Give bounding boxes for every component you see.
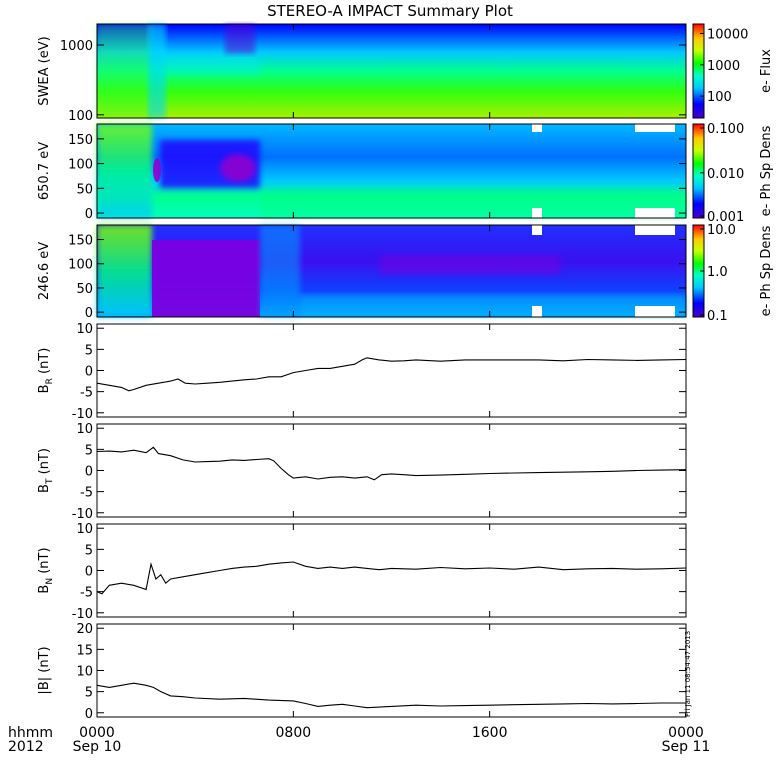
y-tick-label: 1000 xyxy=(60,39,93,54)
x-tick-label: 0000 xyxy=(668,725,704,741)
series-line xyxy=(96,561,687,595)
colorbar-tick-label: 100 xyxy=(707,90,732,105)
y-axis-label: |B| (nT) xyxy=(37,646,52,694)
y-tick-label: 100 xyxy=(68,109,93,124)
colorbar-tick-label: 0.001 xyxy=(707,210,744,225)
y-tick-label: 150 xyxy=(68,234,93,249)
colorbar-tick-label: 10.0 xyxy=(707,223,736,238)
colorbar-pad-650 xyxy=(692,123,705,219)
y-tick-label: 0 xyxy=(85,207,93,222)
y-tick-label: 0 xyxy=(85,365,93,380)
panel-br xyxy=(96,323,687,418)
panel-pad-246 xyxy=(96,224,687,318)
y-tick-label: 0 xyxy=(85,465,93,480)
x-tick-label: 0800 xyxy=(276,725,312,741)
y-tick-label: -5 xyxy=(80,586,93,601)
y-tick-label: 0 xyxy=(85,565,93,580)
y-tick-label: 15 xyxy=(76,643,93,658)
series-line xyxy=(96,446,687,481)
y-axis-label: 650.7 eV xyxy=(37,142,52,200)
colorbar-swea xyxy=(692,23,705,119)
generation-timestamp: Fri Jan 11 08:54:47 2013 xyxy=(684,631,692,717)
plot-title: STEREO-A IMPACT Summary Plot xyxy=(267,2,513,20)
y-axis-label: SWEA (eV) xyxy=(37,36,52,105)
y-axis-label: BR (nT) xyxy=(37,348,55,394)
y-tick-label: 5 xyxy=(85,543,93,558)
colorbar-label: e- Ph Sp Dens xyxy=(759,225,774,316)
panel-bt xyxy=(96,423,687,518)
colorbar-tick-label: 0.1 xyxy=(707,309,728,324)
y-axis-label: BT (nT) xyxy=(37,448,55,493)
colorbar-tick-label: 10000 xyxy=(707,27,748,42)
x-tick-label: 1600 xyxy=(472,725,508,741)
y-tick-label: 5 xyxy=(85,686,93,701)
x-tick-label: 0000 xyxy=(79,725,115,741)
panel-pad-650 xyxy=(96,123,687,219)
panel-bn xyxy=(96,523,687,618)
panel-swea xyxy=(96,23,687,119)
y-tick-label: -10 xyxy=(72,507,93,522)
colorbar-tick-label: 1000 xyxy=(707,59,740,74)
y-tick-label: -5 xyxy=(80,386,93,401)
series-line xyxy=(96,682,686,709)
y-tick-label: 10 xyxy=(76,665,93,680)
series-line xyxy=(96,357,687,392)
y-tick-label: 50 xyxy=(76,282,93,297)
y-tick-label: 10 xyxy=(76,322,93,337)
y-tick-label: -10 xyxy=(72,607,93,622)
panel-btot xyxy=(96,623,687,718)
y-tick-label: 10 xyxy=(76,522,93,537)
x-tick-date-label: Sep 11 xyxy=(662,739,711,755)
y-tick-label: 150 xyxy=(68,133,93,148)
y-tick-label: 10 xyxy=(76,422,93,437)
y-axis-label: 246.6 eV xyxy=(37,242,52,300)
colorbar-label: e- Ph Sp Dens xyxy=(759,125,774,216)
colorbar-tick-label: 0.100 xyxy=(707,122,744,137)
colorbar-label: e- Flux xyxy=(759,49,774,93)
y-tick-label: 0 xyxy=(85,707,93,722)
colorbar-tick-label: 0.010 xyxy=(707,167,744,182)
y-tick-label: -10 xyxy=(72,407,93,422)
colorbar-tick-label: 1.0 xyxy=(707,265,728,280)
y-tick-label: 5 xyxy=(85,443,93,458)
y-tick-label: 50 xyxy=(76,182,93,197)
y-tick-label: 20 xyxy=(76,622,93,637)
y-tick-label: 100 xyxy=(68,158,93,173)
time-axis-label-hhmm: hhmm xyxy=(8,725,53,741)
time-axis-label-year: 2012 xyxy=(8,739,44,755)
x-tick-date-label: Sep 10 xyxy=(73,739,122,755)
y-tick-label: 0 xyxy=(85,306,93,321)
y-tick-label: 100 xyxy=(68,258,93,273)
y-axis-label: BN (nT) xyxy=(37,547,55,593)
y-tick-label: -5 xyxy=(80,486,93,501)
y-tick-label: 5 xyxy=(85,343,93,358)
